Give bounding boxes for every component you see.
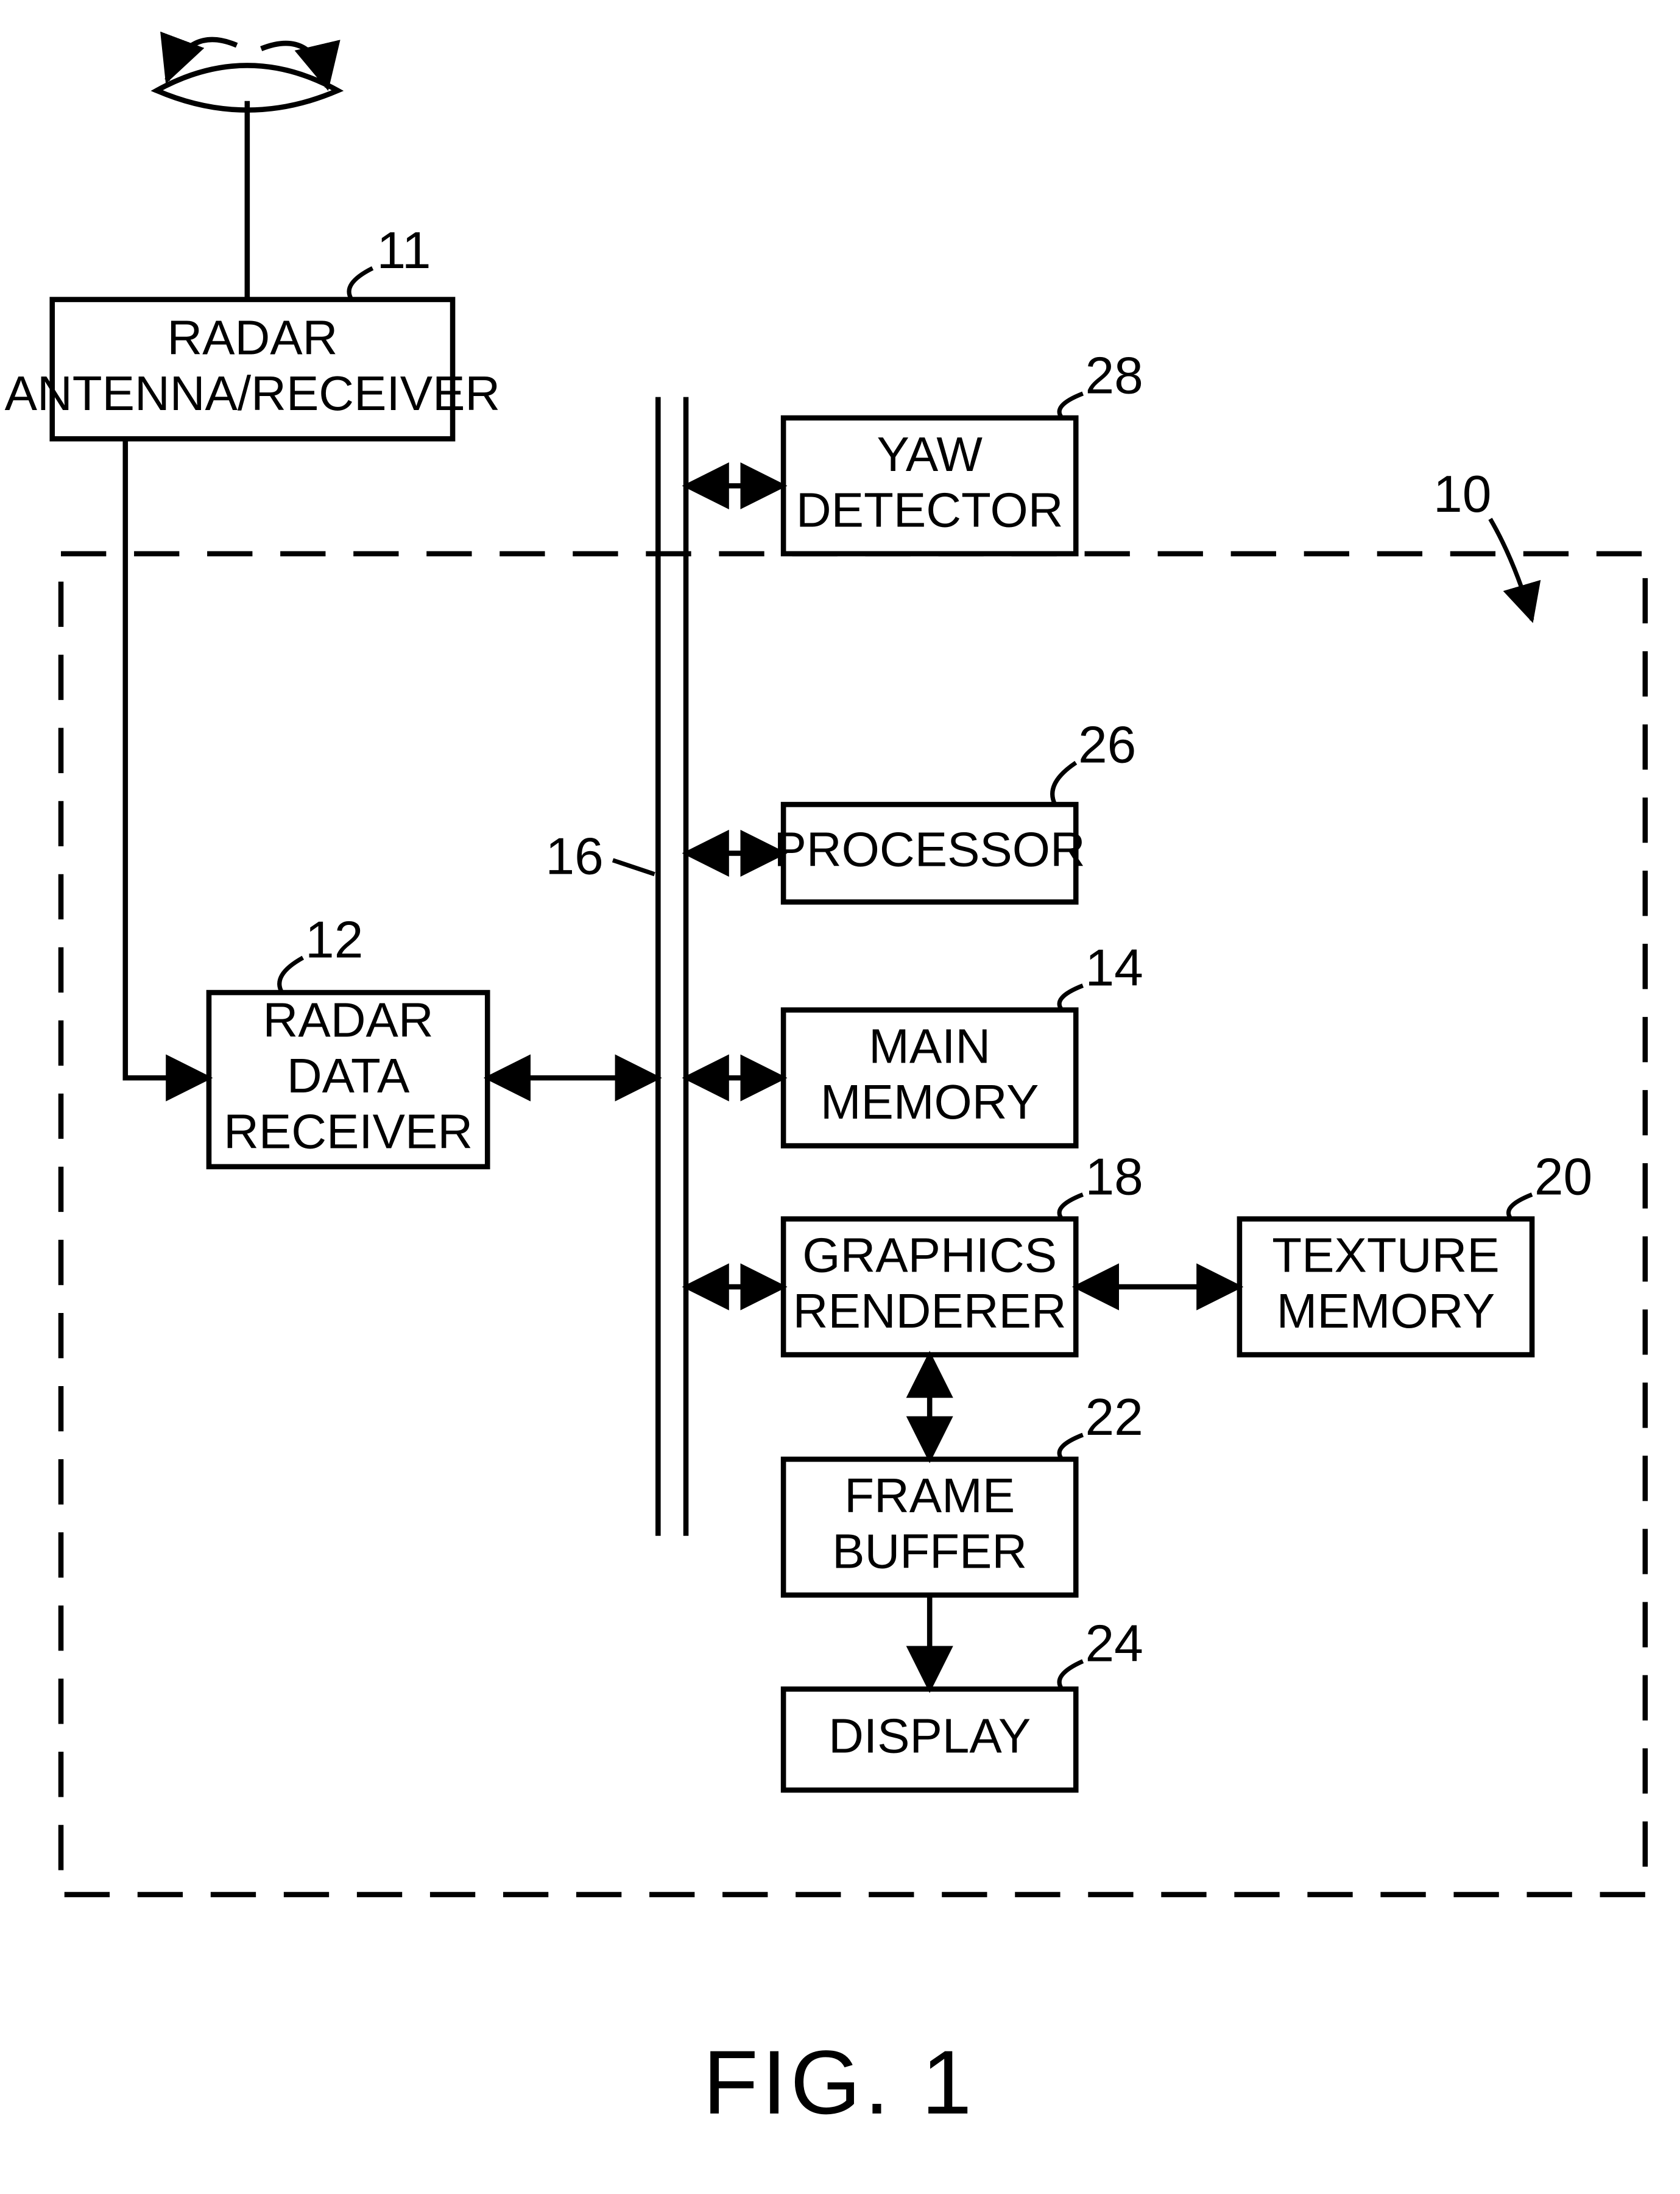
graphics_renderer: GRAPHICSRENDERER <box>783 1195 1083 1355</box>
yaw_detector-label: DETECTOR <box>796 483 1064 537</box>
leader-24 <box>1059 1661 1083 1690</box>
main_memory: MAINMEMORY <box>783 986 1083 1146</box>
radar_data_rx-label: RECEIVER <box>224 1105 473 1159</box>
frame_buffer-label: FRAME <box>844 1468 1015 1523</box>
svg-text:14: 14 <box>1085 938 1143 997</box>
svg-text:18: 18 <box>1085 1147 1143 1206</box>
frame_buffer: FRAMEBUFFER <box>783 1435 1083 1595</box>
antenna_receiver-label: RADAR <box>167 310 337 364</box>
frame_buffer-label: BUFFER <box>832 1524 1027 1578</box>
svg-text:16: 16 <box>545 827 603 886</box>
display-label: DISPLAY <box>828 1708 1031 1763</box>
svg-text:10: 10 <box>1433 465 1491 523</box>
svg-text:12: 12 <box>305 911 363 969</box>
block-diagram: 1016RADARANTENNA/RECEIVER11YAWDETECTOR28… <box>0 0 1680 2194</box>
leader-28 <box>1059 394 1083 418</box>
leader-20 <box>1508 1195 1532 1219</box>
texture_memory-label: MEMORY <box>1277 1284 1495 1338</box>
texture_memory: TEXTUREMEMORY <box>1240 1195 1532 1355</box>
main_memory-label: MAIN <box>869 1019 990 1074</box>
radar_data_rx-label: RADAR <box>263 993 434 1047</box>
radar_data_rx: RADARDATARECEIVER <box>209 958 487 1167</box>
svg-text:20: 20 <box>1534 1147 1592 1206</box>
svg-text:22: 22 <box>1085 1388 1143 1446</box>
main_memory-label: MEMORY <box>821 1075 1039 1129</box>
svg-text:11: 11 <box>377 221 431 280</box>
figure-caption: FIG. 1 <box>703 2032 975 2133</box>
yaw_detector-label: YAW <box>877 427 983 481</box>
leader-12 <box>280 958 303 993</box>
leader-14 <box>1059 986 1083 1010</box>
leader-11 <box>349 268 373 299</box>
processor: PROCESSOR <box>774 763 1085 902</box>
graphics_renderer-label: RENDERER <box>793 1284 1067 1338</box>
antenna_receiver: RADARANTENNA/RECEIVER <box>5 268 501 439</box>
leader-22 <box>1059 1435 1083 1459</box>
leader-16 <box>613 860 655 874</box>
antenna_receiver-label: ANTENNA/RECEIVER <box>5 366 501 420</box>
svg-text:24: 24 <box>1085 1614 1143 1672</box>
display: DISPLAY <box>783 1661 1083 1790</box>
leader-18 <box>1059 1195 1083 1219</box>
texture_memory-label: TEXTURE <box>1272 1228 1499 1282</box>
processor-label: PROCESSOR <box>774 823 1085 877</box>
leader-10 <box>1490 519 1532 620</box>
yaw_detector: YAWDETECTOR <box>783 394 1083 554</box>
radar_data_rx-label: DATA <box>287 1049 410 1103</box>
graphics_renderer-label: GRAPHICS <box>802 1228 1057 1282</box>
leader-26 <box>1053 763 1076 805</box>
svg-text:28: 28 <box>1085 347 1143 405</box>
wire-antenna-to-receiver <box>125 439 209 1078</box>
svg-text:26: 26 <box>1078 716 1136 774</box>
